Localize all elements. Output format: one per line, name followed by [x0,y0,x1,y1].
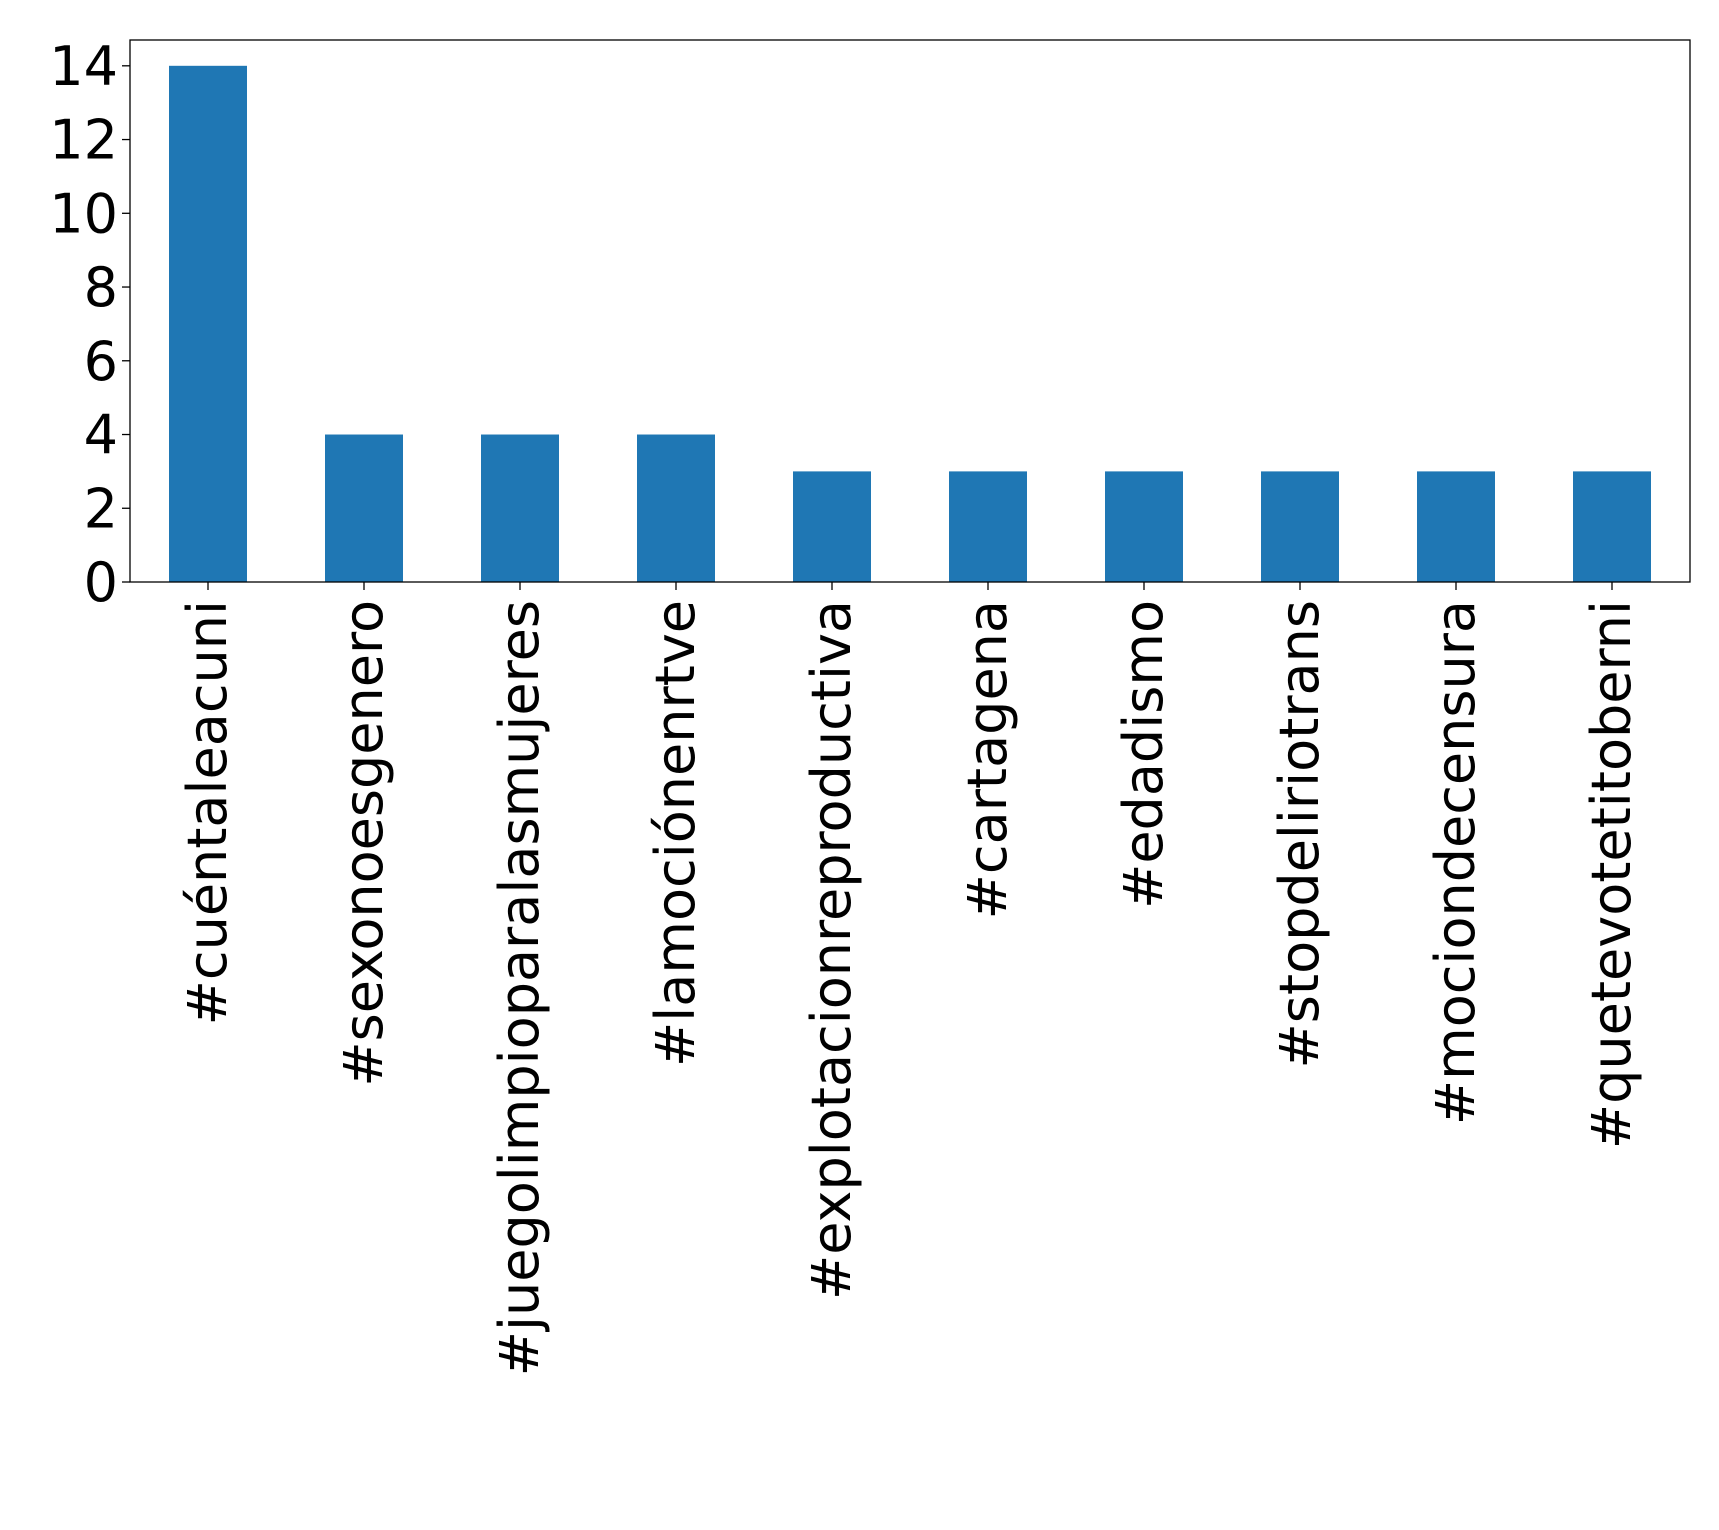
bar-0 [169,65,247,583]
bars-layer [169,65,1651,583]
y-tick-label: 10 [49,182,118,245]
y-tick-label: 12 [49,109,118,172]
bar-2 [481,434,559,582]
x-tick-label: #stopdeliriotrans [1268,600,1331,1068]
y-tick-label: 14 [49,35,118,98]
y-tick-label: 8 [84,256,118,319]
x-tick-label: #lamociónenrtve [644,600,707,1067]
x-tick-label: #edadismo [1112,600,1175,909]
x-tick-label: #explotacionreproductiva [800,600,863,1300]
y-tick-label: 6 [84,330,118,393]
bar-8 [1417,471,1495,582]
x-tick-label: #juegolimpioparalasmujeres [488,600,551,1376]
bar-5 [949,471,1027,582]
bar-4 [793,471,871,582]
bar-7 [1261,471,1339,582]
bar-9 [1573,471,1651,582]
x-tick-label: #quetevotetitoberni [1580,600,1643,1149]
plot-frame [129,39,1691,583]
y-tick-label: 4 [84,404,118,467]
bar-1 [325,434,403,582]
x-tick-label: #cuéntaleacuni [176,600,239,1025]
bar-6 [1105,471,1183,582]
y-axis: 0 2 4 6 8 10 12 14 [49,35,130,614]
y-tick-label: 0 [84,551,118,614]
x-tick-label: #sexonoesgenero [332,600,395,1087]
x-axis: #cuéntaleacuni #sexonoesgenero #juegolimpi… [176,582,1643,1376]
x-tick-label: #cartagena [956,600,1019,919]
bar-3 [637,434,715,582]
x-tick-label: #mociondecensura [1424,600,1487,1125]
y-tick-label: 2 [84,477,118,540]
